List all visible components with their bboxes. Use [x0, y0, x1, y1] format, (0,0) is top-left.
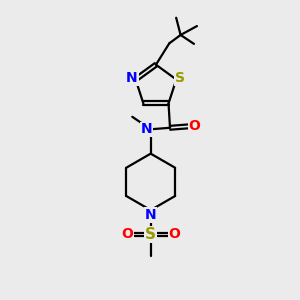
Text: S: S: [175, 71, 185, 85]
Text: N: N: [141, 122, 153, 136]
Text: O: O: [189, 119, 201, 133]
Text: O: O: [121, 227, 133, 242]
Text: O: O: [169, 227, 180, 242]
Text: S: S: [145, 227, 156, 242]
Text: N: N: [145, 208, 157, 222]
Text: N: N: [126, 71, 138, 85]
